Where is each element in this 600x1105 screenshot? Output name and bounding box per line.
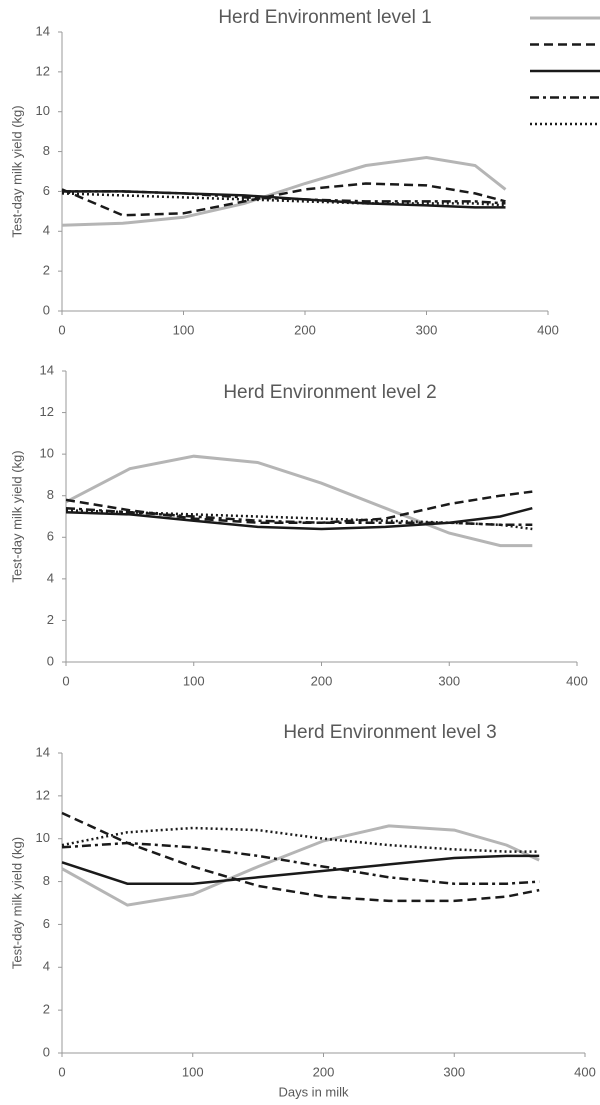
series-line: [62, 190, 506, 205]
y-tick-label: 0: [47, 653, 54, 668]
series-line: [65, 509, 533, 531]
y-tick-label: 8: [47, 487, 54, 502]
y-tick-label: 4: [43, 959, 50, 974]
series-line: [65, 490, 533, 524]
chart-title: Herd Environment level 1: [218, 7, 431, 28]
y-tick-label: 10: [36, 103, 50, 118]
series-line: [61, 841, 540, 885]
x-tick-label: 100: [182, 1064, 204, 1079]
y-tick-label: 12: [36, 787, 50, 802]
y-tick-label: 14: [36, 744, 50, 759]
y-tick-label: 6: [47, 529, 54, 544]
chart-title: Herd Environment level 2: [223, 382, 436, 403]
x-tick-label: 400: [566, 673, 588, 688]
y-tick-label: 6: [43, 916, 50, 931]
y-axis-label: Test-day milk yield (kg): [9, 837, 24, 969]
y-tick-label: 2: [47, 612, 54, 627]
x-tick-label: 0: [62, 673, 69, 688]
y-tick-label: 14: [40, 362, 54, 377]
y-tick-label: 14: [36, 23, 50, 38]
x-tick-label: 400: [537, 322, 559, 337]
y-tick-label: 8: [43, 873, 50, 888]
series-line: [65, 454, 533, 548]
x-tick-label: 300: [416, 322, 438, 337]
x-tick-label: 200: [311, 673, 333, 688]
x-tick-label: 300: [438, 673, 460, 688]
series-line: [61, 824, 540, 907]
x-axis-label: Days in milk: [278, 1084, 349, 1099]
y-tick-label: 10: [40, 446, 54, 461]
y-tick-label: 0: [43, 1044, 50, 1059]
y-axis-label: Test-day milk yield (kg): [9, 450, 24, 582]
y-tick-label: 0: [43, 302, 50, 317]
x-tick-label: 300: [443, 1064, 465, 1079]
y-tick-label: 2: [43, 1002, 50, 1017]
y-tick-label: 4: [43, 223, 50, 238]
y-tick-label: 10: [36, 830, 50, 845]
x-tick-label: 200: [313, 1064, 335, 1079]
x-tick-label: 100: [183, 673, 205, 688]
y-tick-label: 8: [43, 143, 50, 158]
series-line: [61, 826, 540, 853]
x-tick-label: 0: [58, 1064, 65, 1079]
series-line: [61, 155, 507, 227]
y-tick-label: 2: [43, 263, 50, 278]
y-tick-label: 12: [40, 404, 54, 419]
y-axis-label: Test-day milk yield (kg): [9, 105, 24, 237]
series-line: [61, 854, 540, 885]
chart-title: Herd Environment level 3: [283, 722, 496, 743]
y-tick-label: 6: [43, 183, 50, 198]
series-line: [61, 192, 506, 207]
series-line: [61, 182, 506, 217]
x-tick-label: 200: [294, 322, 316, 337]
series-line: [65, 506, 533, 531]
x-tick-label: 400: [574, 1064, 596, 1079]
x-tick-label: 0: [58, 322, 65, 337]
y-tick-label: 4: [47, 570, 54, 585]
series-line: [61, 811, 540, 903]
x-tick-label: 100: [173, 322, 195, 337]
y-tick-label: 12: [36, 63, 50, 78]
